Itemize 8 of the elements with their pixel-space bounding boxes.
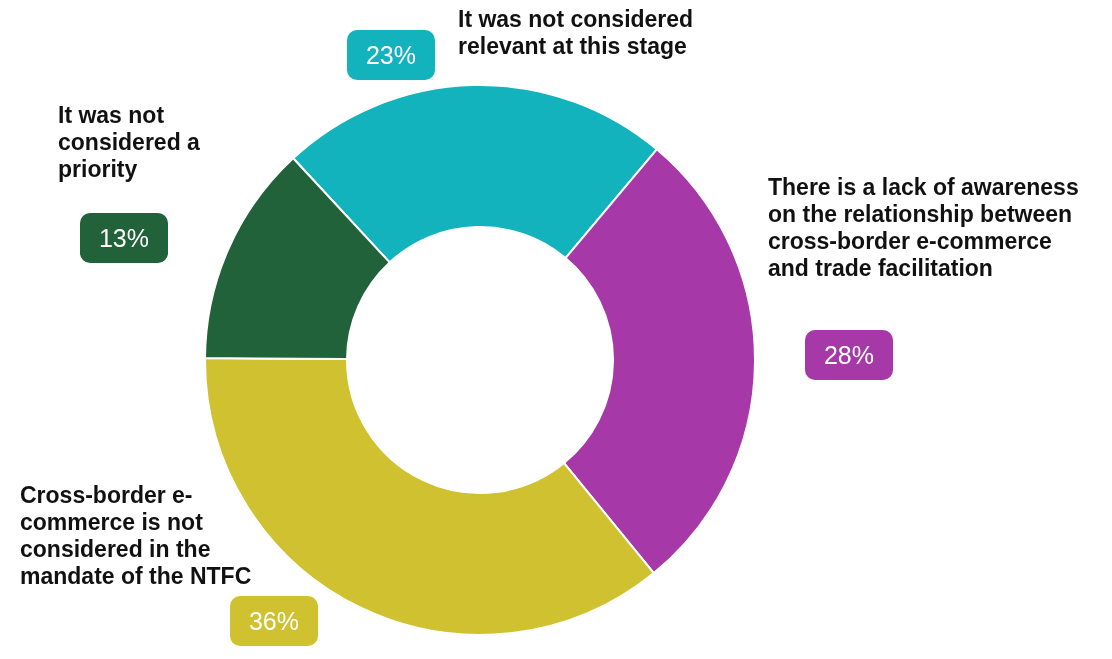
- data-label: 36%: [230, 596, 318, 646]
- data-label: 28%: [805, 330, 893, 380]
- slice-label: It was not considered relevant at this stage: [458, 6, 695, 60]
- data-label: 13%: [80, 213, 168, 263]
- slice-label: Cross-border e-commerce is not considered in the mandate of the NTFC: [20, 482, 253, 590]
- slice-label: There is a lack of awareness on the relationship between cross-border e-commerce and trade facilitation: [768, 174, 1080, 282]
- data-label: 23%: [347, 30, 435, 80]
- slice-label: It was not considered a priority: [58, 102, 201, 183]
